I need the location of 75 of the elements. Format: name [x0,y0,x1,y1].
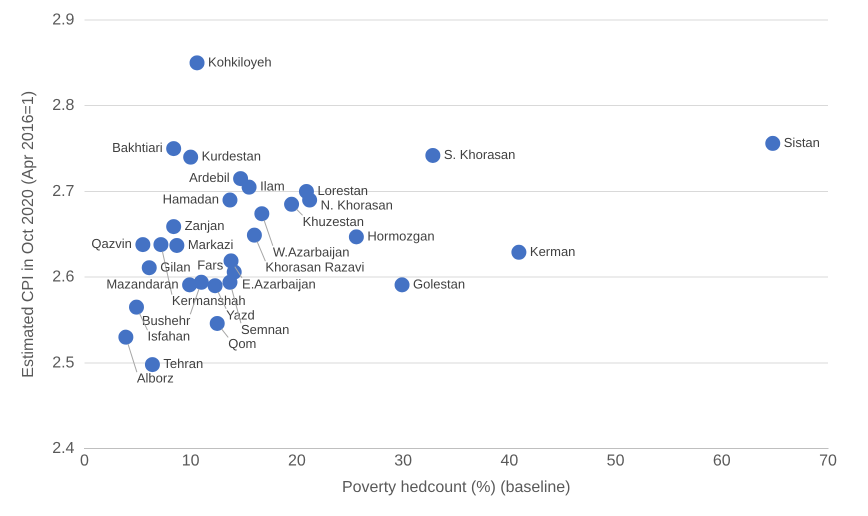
annotation: Golestan [413,276,466,292]
annotation: Qom [228,336,256,352]
point [210,316,225,331]
point [128,300,144,315]
point [153,237,168,252]
annotation: Semnan [240,322,290,337]
x-tick-label: 30 [394,452,412,470]
annotation: Yazd [226,307,255,322]
annotation: Gilan [160,259,191,274]
y-tick-label: 2.4 [52,440,75,458]
annotation: Khuzestan [302,214,364,229]
annotation: Hamadan [162,192,219,207]
annotation: Alborz [136,370,174,386]
point [254,206,270,222]
point [182,277,198,292]
point [166,219,182,234]
x-tick-label: 0 [80,452,89,470]
annotation: Kerman [530,244,576,259]
annotation: Isfahan [147,328,190,344]
point [118,330,134,345]
annotation: W.Azarbaijan [272,244,350,260]
x-tick-label: 40 [500,452,518,470]
annotation: Kohkiloyeh [208,54,272,70]
annotation: E.Azarbaijan [242,276,316,292]
annotation: Tehran [163,356,204,372]
point [242,180,257,195]
x-tick-label: 10 [182,452,200,470]
annotation: Markazi [188,237,234,252]
annotation: Bushehr [142,312,191,328]
point [425,148,440,163]
point [511,244,526,260]
point [183,150,198,165]
annotation: Zanjan [184,218,224,234]
x-axis-title: Poverty hedcount (%) (baseline) [342,478,570,496]
point [246,228,262,243]
y-tick-label: 2.8 [52,97,75,114]
point [142,260,157,276]
annotation: Ardebil [189,170,230,186]
annotation: N. Khorasan [320,198,393,213]
y-tick-label: 2.9 [52,11,75,28]
y-axis-title: Estimated CPI in Oct 2020 (Apr 2016=1) [20,90,38,378]
point [144,357,160,372]
point [222,192,238,208]
point [348,229,364,244]
annotation: Kurdestan [202,148,261,164]
point [208,278,223,294]
point [284,196,300,212]
annotation: S. Khorasan [444,147,516,162]
annotation: Kermanshah [172,293,246,308]
annotation: Khorasan Razavi [265,260,365,275]
annotation: Hormozgan [367,228,435,244]
x-tick-label: 20 [288,452,306,470]
x-tick-label: 70 [819,452,837,470]
x-tick-label: 50 [606,452,625,470]
point [190,55,205,70]
annotation: Qazvin [91,236,132,252]
y-tick-label: 2.5 [52,354,75,372]
point [226,264,242,280]
annotation: Fars [197,258,224,273]
point [166,141,182,156]
annotation: Mazandaran [106,276,179,292]
y-tick-label: 2.7 [52,182,75,200]
point [302,192,318,208]
point [233,171,248,186]
point [169,238,184,253]
y-tick-label: 2.6 [52,268,75,286]
annotation: Lorestan [317,183,368,198]
annotation: Ilam [260,178,285,194]
point [135,237,150,252]
annotation: Sistan [784,135,820,150]
x-tick-label: 60 [712,452,731,470]
annotation: Bakhtiari [112,140,163,156]
point [394,277,410,292]
point [194,274,209,290]
point [765,136,780,151]
